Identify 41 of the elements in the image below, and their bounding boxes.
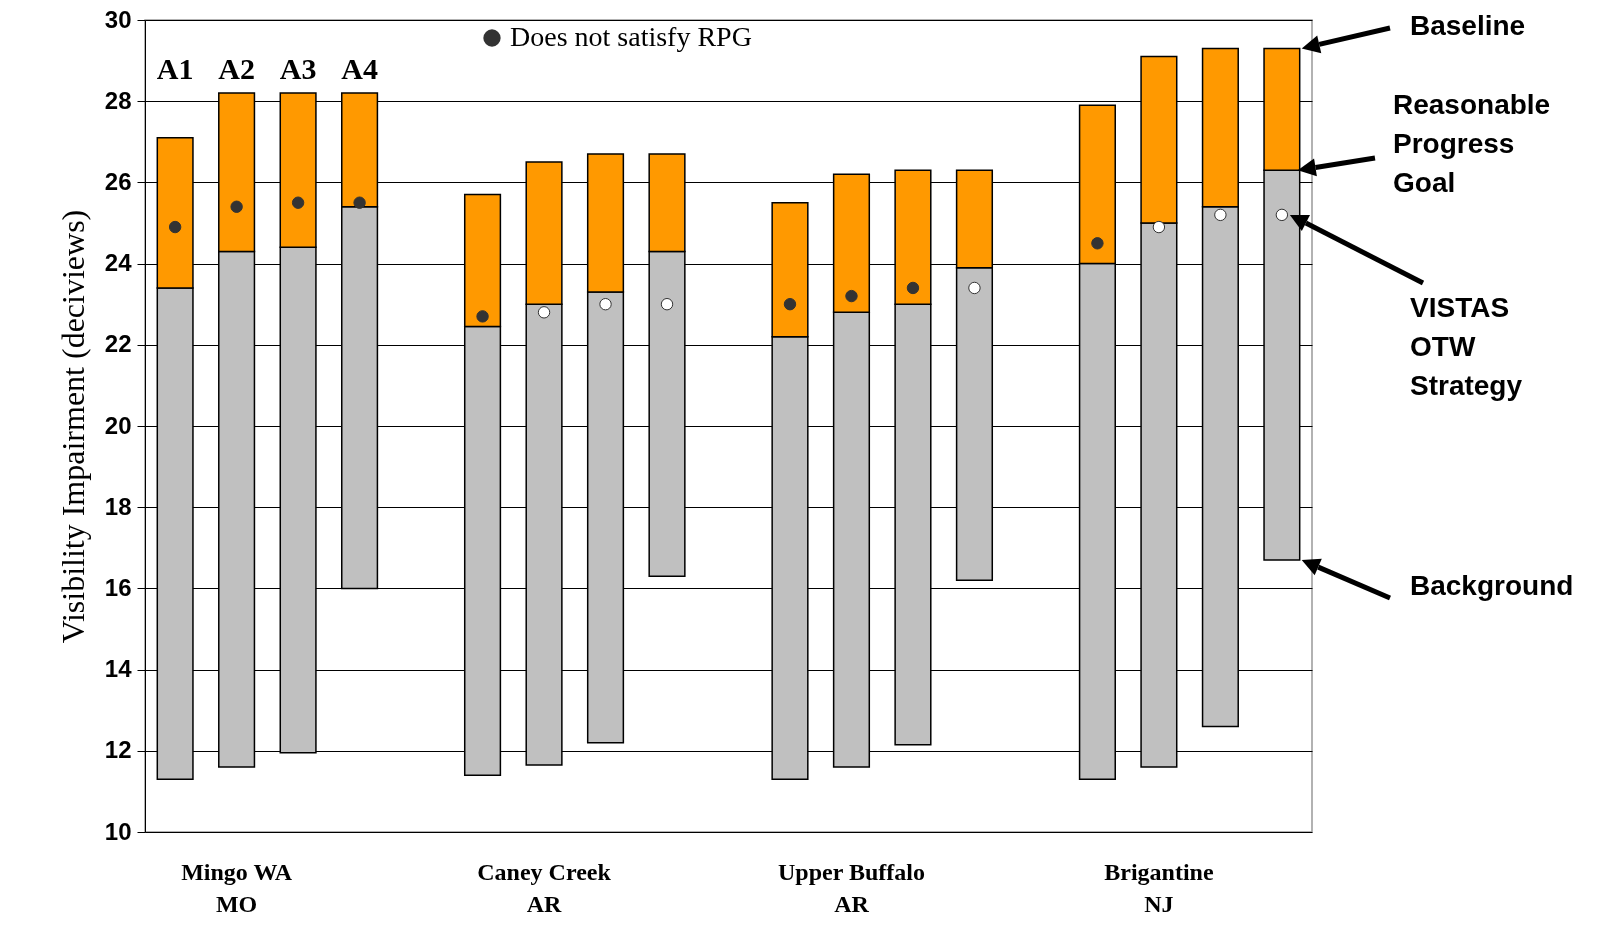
- point: [660, 298, 674, 311]
- point: [906, 281, 920, 295]
- x-tick-label: Mingo WA MO: [181, 858, 293, 917]
- y-tick-label: 24: [104, 249, 133, 277]
- point: [230, 200, 243, 213]
- x-tick-label: Caney Creek AR: [477, 858, 612, 917]
- legend-label: Does not satisfy RPG: [510, 21, 752, 52]
- y-tick-label: 28: [104, 86, 132, 114]
- point: [353, 196, 366, 209]
- point: [1275, 208, 1289, 222]
- point: [845, 289, 858, 303]
- text: Background: [1410, 570, 1574, 601]
- y-tick-label: 30: [104, 5, 132, 33]
- point: [783, 298, 797, 311]
- point: [599, 298, 612, 311]
- annotation: A3: [279, 52, 317, 85]
- text: Baseline: [1410, 10, 1526, 41]
- y-tick-label: 10: [104, 817, 132, 845]
- y-tick-label: 18: [104, 492, 132, 520]
- point: [168, 220, 182, 234]
- y-tick-label: 14: [104, 655, 133, 683]
- point: [476, 310, 489, 323]
- point: [291, 196, 305, 209]
- annotation: A4: [341, 52, 378, 85]
- y-tick-label: 22: [104, 330, 132, 358]
- point: [1091, 237, 1104, 250]
- point: [1152, 220, 1166, 234]
- point: [537, 306, 551, 319]
- point: [1214, 208, 1227, 222]
- x-tick-label: Upper Buffalo AR: [778, 858, 925, 917]
- text: Reasonable Progress Goal: [1393, 89, 1551, 198]
- y-tick-label: 20: [104, 411, 132, 439]
- y-tick-label: 26: [104, 167, 132, 195]
- x-tick-label: Brigantine NJ: [1104, 858, 1214, 917]
- text: VISTAS OTW Strategy: [1410, 292, 1523, 401]
- annotation: A2: [218, 52, 255, 85]
- point: [968, 281, 981, 295]
- y-axis-title: Visibility Impairment (deciviews): [54, 209, 91, 644]
- annotation: A1: [156, 52, 194, 85]
- y-tick-label: 16: [104, 573, 132, 601]
- y-tick-label: 12: [104, 736, 132, 764]
